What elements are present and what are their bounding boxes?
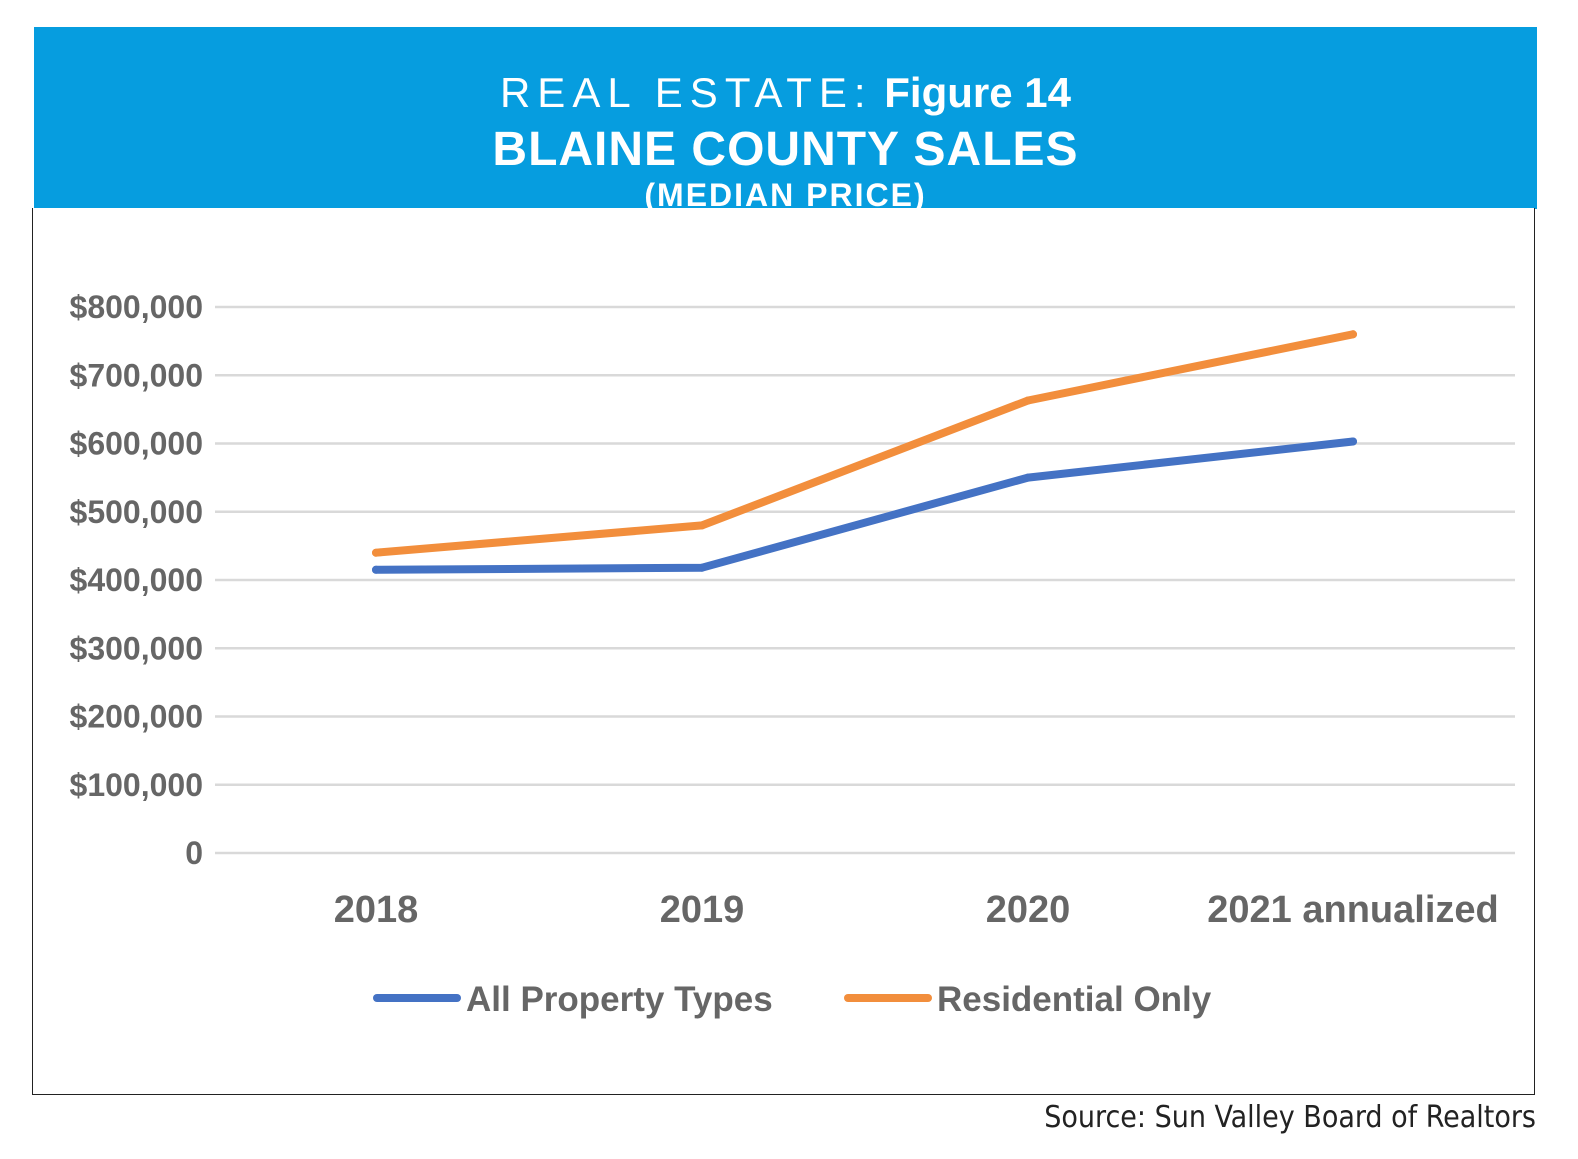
x-tick-label: 2019: [660, 889, 745, 931]
x-tick-label: 2020: [986, 889, 1071, 931]
y-tick-label: $400,000: [70, 562, 203, 598]
chart-title: BLAINE COUNTY SALES: [492, 123, 1079, 176]
x-tick-label: 2021 annualized: [1207, 889, 1498, 931]
y-tick-label: 0: [185, 835, 203, 871]
y-tick-label: $100,000: [70, 767, 203, 803]
y-tick-label: $200,000: [70, 699, 203, 735]
chart-frame: [32, 208, 1535, 1095]
data-point-all-property-types: [372, 565, 380, 574]
y-tick-label: $700,000: [70, 357, 203, 393]
section-kicker: REAL ESTATE:: [499, 69, 873, 116]
source-note: Source: Sun Valley Board of Realtors: [1044, 1100, 1536, 1135]
chart-subtitle: (MEDIAN PRICE): [644, 177, 927, 213]
series-line-residential-only: [372, 330, 1357, 557]
data-point-all-property-types: [1024, 473, 1032, 482]
figure-number: Figure 14: [884, 69, 1072, 116]
data-point-all-property-types: [1349, 437, 1357, 446]
data-point-all-property-types: [698, 563, 706, 572]
data-point-residential-only: [1349, 330, 1357, 339]
chart-banner: REAL ESTATE: Figure 14 BLAINE COUNTY SAL…: [34, 27, 1537, 213]
data-point-residential-only: [698, 521, 706, 530]
legend-label: All Property Types: [466, 980, 773, 1019]
legend-item-residential-only: Residential Only: [844, 980, 1212, 1019]
y-tick-label: $600,000: [70, 426, 203, 462]
x-tick-label: 2018: [334, 889, 419, 931]
data-point-residential-only: [372, 548, 380, 557]
banner-kicker-line: REAL ESTATE: Figure 14: [34, 69, 1537, 117]
legend-label: Residential Only: [937, 980, 1212, 1019]
y-tick-label: $300,000: [70, 630, 203, 666]
data-point-residential-only: [1024, 396, 1032, 405]
y-tick-label: $800,000: [70, 289, 203, 325]
y-tick-label: $500,000: [70, 494, 203, 530]
series-line-all-property-types: [372, 437, 1357, 574]
legend-item-all-property-types: All Property Types: [373, 980, 773, 1019]
